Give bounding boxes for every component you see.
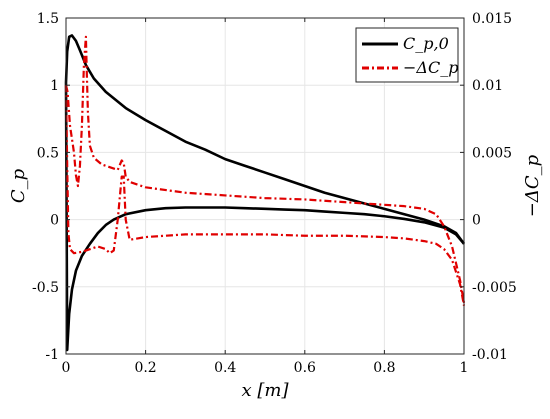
- legend-label-dcp: −ΔC_p: [403, 58, 458, 77]
- legend-box: [355, 27, 459, 83]
- x-tick-label: 1: [460, 360, 469, 376]
- y-left-axis-label-text: C_p: [8, 168, 29, 203]
- x-tick-label: 0: [62, 360, 71, 376]
- x-axis-label-text: x [m]: [242, 380, 290, 401]
- delta-cp-line-lower: [64, 85, 466, 306]
- x-axis-label: x [m]: [242, 380, 290, 401]
- cp0-line-lower: [64, 82, 465, 352]
- y-right-tick-label: -0.01: [472, 347, 508, 363]
- y-right-tick-label: 0.005: [472, 145, 512, 161]
- delta-cp-line-upper: [64, 35, 466, 304]
- x-tick-label: 0.8: [373, 360, 395, 376]
- y-right-tick-label: 0.015: [472, 11, 512, 27]
- y-left-tick-label: -1: [45, 347, 59, 363]
- plot-frame: [65, 17, 465, 355]
- y-left-tick-label: 1: [50, 78, 59, 94]
- legend-label-cp0: C_p,0: [403, 34, 449, 53]
- y-left-axis-label: C_p: [8, 168, 29, 203]
- y-right-tick-label: 0: [472, 213, 481, 229]
- y-right-axis-label-text: −ΔC_p: [522, 154, 543, 217]
- series-layer: [64, 34, 466, 352]
- x-tick-label: 0.4: [214, 360, 236, 376]
- y-right-tick-label: -0.005: [472, 280, 517, 296]
- y-right-tick-label: 0.01: [472, 78, 503, 94]
- axes: [65, 17, 465, 355]
- x-tick-label: 0.2: [134, 360, 156, 376]
- legend: C_p,0 −ΔC_p: [355, 27, 459, 83]
- y-right-axis-label: −ΔC_p: [522, 154, 543, 217]
- y-left-tick-label: 0.5: [37, 145, 59, 161]
- ticks: 0 0.2 0.4 0.6 0.8 1 -1 -0.5 0 0.5 1 1.5 -0.01 -0.005 0…: [32, 11, 517, 376]
- cp0-line-upper: [64, 34, 466, 245]
- y-left-tick-label: -0.5: [32, 280, 59, 296]
- y-left-tick-label: 1.5: [37, 11, 59, 27]
- y-left-tick-label: 0: [50, 213, 59, 229]
- x-tick-label: 0.6: [294, 360, 316, 376]
